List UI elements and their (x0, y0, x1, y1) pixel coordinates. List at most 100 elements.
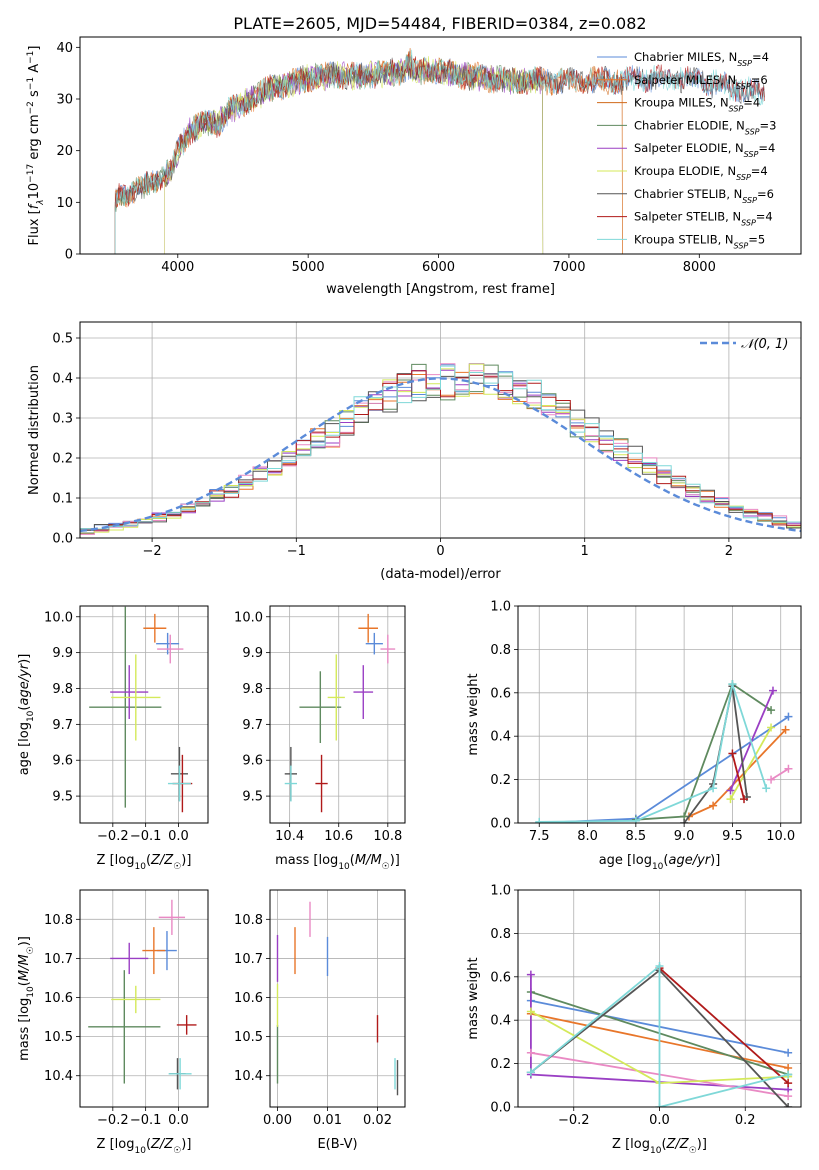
legend-subscript: SSP (741, 218, 756, 227)
legend-entry: Salpeter MILES, NSSP=6 (634, 73, 768, 91)
spectrum-series-line (114, 53, 765, 254)
legend-value: =3 (760, 118, 777, 132)
x-tick-label: 2 (725, 544, 733, 559)
y-axis-label: age [log10(age/yr)] (17, 654, 36, 776)
error-bar-point (299, 671, 342, 744)
x-tick-label: 9.0 (674, 829, 695, 844)
error-bar-point (158, 899, 186, 935)
weight-point-marker (767, 775, 776, 784)
label-part: Z [log (612, 1137, 650, 1152)
label-part: Normed distribution (27, 365, 42, 495)
weight-series-line (731, 753, 745, 800)
weight-series-line (658, 967, 789, 1084)
error-bar-point (327, 654, 345, 741)
plot-area-age-vs-Z (89, 606, 193, 813)
y-tick-label: 10.5 (44, 1030, 73, 1045)
label-part: Z/Z (150, 853, 174, 868)
spectrum-series-line (164, 54, 544, 254)
label-part: s (27, 90, 42, 101)
error-bar-point (358, 613, 378, 643)
label-part: 10 (652, 862, 664, 872)
label-part: erg cm (27, 114, 42, 163)
label-part: )] (697, 1137, 707, 1152)
axes-frame (79, 36, 802, 255)
x-axis-label: wavelength [Angstrom, rest frame] (326, 282, 555, 297)
figure-title: PLATE=2605, MJD=54484, FIBERID=0384, z=0… (233, 14, 646, 33)
label-part: ☉ (26, 946, 36, 954)
legend-value: =6 (751, 73, 768, 87)
legend-value: =4 (743, 96, 760, 110)
label-part: 10 (650, 1146, 662, 1156)
axes-frame (79, 605, 209, 824)
y-tick-label: 10.8 (234, 913, 263, 928)
error-bar-point (156, 632, 180, 655)
axes-frame (269, 889, 406, 1108)
x-tick-label: −0.1 (130, 829, 162, 844)
legend-entry: Kroupa STELIB, NSSP=5 (634, 232, 765, 250)
label-part: ( (661, 1137, 666, 1152)
x-tick-label: 0.02 (363, 1113, 392, 1128)
legend-subscript: SSP (745, 127, 760, 136)
legend-subscript: SSP (734, 241, 749, 250)
x-tick-label: 0.2 (735, 1113, 756, 1128)
error-bar-point (110, 942, 149, 975)
x-tick-label: 10.6 (324, 829, 353, 844)
y-tick-label: 0.1 (52, 492, 73, 507)
legend-value: =6 (757, 187, 774, 201)
axes-mass-vs-EBV: 0.00 0.01 0.02 10.4 10.5 10.6 10.7 10.8 E(B-V) (234, 889, 406, 1152)
weight-point-marker (784, 1048, 793, 1057)
label-part: mass [log (275, 853, 338, 868)
error-bar-point (284, 765, 297, 802)
y-tick-label: 0.2 (490, 1057, 511, 1072)
x-tick-label: 9.5 (722, 829, 743, 844)
y-tick-label: 0.8 (490, 643, 511, 658)
x-tick-label: 8.0 (577, 829, 598, 844)
legend-text: Kroupa STELIB, N (634, 232, 734, 246)
y-tick-label: 10 (56, 196, 73, 211)
y-tick-label: 0.6 (490, 686, 511, 701)
y-tick-label: 9.8 (52, 682, 73, 697)
weight-series (535, 680, 771, 823)
legend-subscript: SSP (736, 173, 751, 182)
label-part: ☉ (689, 1146, 697, 1156)
weight-point-marker (784, 764, 793, 773)
weight-point-marker (680, 819, 689, 823)
x-tick-label: −0.2 (97, 1113, 129, 1128)
weight-point-marker (728, 680, 737, 689)
label-part: Z/Z (666, 1137, 690, 1152)
legend-subscript: SSP (742, 195, 757, 204)
legend-entry: Kroupa ELODIE, NSSP=4 (634, 164, 768, 182)
x-tick-label: 7000 (552, 260, 585, 275)
histogram-step-line (80, 365, 801, 538)
plots: 4000 5000 6000 7000 8000010203040wavelength … (17, 36, 802, 1156)
weight-point-marker (784, 1103, 793, 1107)
y-tick-label: 0.3 (52, 412, 73, 427)
x-tick-label: 10.0 (766, 829, 795, 844)
y-tick-label: 40 (56, 41, 73, 56)
axes-residuals: −2 −1 0 1 2 0.0 0.1 0.2 0.3 0.4 0.5 (data-model)/er… (27, 321, 802, 582)
x-axis-label: mass [log10(M/M☉)] (275, 853, 400, 872)
error-bar-point (143, 613, 167, 643)
label-part: mass [log (17, 998, 32, 1061)
axes-mass-weight-vs-Z: −0.2 0.0 0.2 0.0 0.2 0.4 0.6 0.8 1.0 Z [log10(Z/Z… (466, 884, 802, 1156)
axes-age-vs-Z: −0.2 −0.1 0.09.59.69.79.89.910.0Z [log10(Z… (17, 605, 209, 872)
plot-area-spectrum (114, 47, 765, 254)
legend-residuals: 𝒩(0, 1) (700, 337, 788, 352)
x-tick-label: 0.00 (263, 1113, 292, 1128)
x-tick-label: 0.0 (168, 1113, 189, 1128)
y-tick-label: 9.6 (52, 754, 73, 769)
y-tick-label: 9.7 (52, 718, 73, 733)
label-part: ( (146, 1137, 151, 1152)
legend-entry: Salpeter ELODIE, NSSP=4 (634, 141, 775, 159)
weight-point-marker (726, 795, 735, 804)
legend-subscript: SSP (736, 81, 751, 90)
x-axis-label: (data-model)/error (380, 567, 501, 582)
x-axis-label: Z [log10(Z/Z☉)] (612, 1137, 707, 1156)
label-part: M/M (355, 853, 382, 868)
y-tick-label: 10.4 (44, 1069, 73, 1084)
legend-value: =4 (758, 141, 775, 155)
label-part: ( (17, 706, 32, 711)
weight-point-marker (709, 784, 718, 793)
y-tick-label: 0.4 (490, 730, 511, 745)
axes-spectrum: 4000 5000 6000 7000 8000 0 10 20 30 40 wavelength … (26, 36, 802, 297)
